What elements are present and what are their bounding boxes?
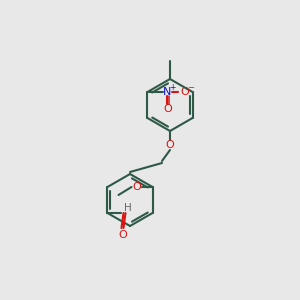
Text: O: O [118,230,127,240]
Text: −: − [187,83,194,92]
Text: N: N [163,87,172,97]
Text: O: O [166,140,174,150]
Text: O: O [132,182,141,192]
Text: +: + [169,83,176,92]
Text: O: O [163,104,172,114]
Text: O: O [180,87,189,97]
Text: H: H [124,203,131,213]
